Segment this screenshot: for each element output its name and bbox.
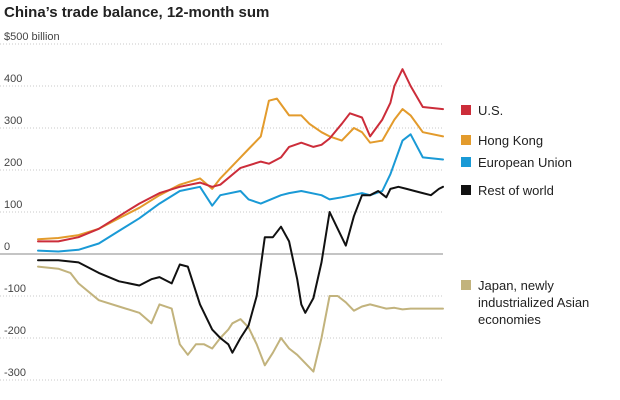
legend-swatch xyxy=(461,105,471,115)
legend-label-line: industrialized Asian xyxy=(478,295,589,310)
legend-label: U.S. xyxy=(478,103,503,118)
legend-label-line: economies xyxy=(478,312,541,327)
legend-label-line: Japan, newly xyxy=(478,278,554,293)
legend-swatch xyxy=(461,280,471,290)
legend: U.S. Hong Kong European Union Rest of world… xyxy=(461,103,589,327)
y-tick-label: 400 xyxy=(4,73,22,85)
series-line-u-s xyxy=(37,68,444,243)
series-line-rest-of-world xyxy=(37,185,444,354)
y-tick-label: -100 xyxy=(4,283,26,295)
chart-title: China’s trade balance, 12-month sum xyxy=(4,4,269,21)
y-tick-label: -300 xyxy=(4,367,26,379)
series-line-european-union xyxy=(37,133,444,253)
legend-label: Rest of world xyxy=(478,183,554,198)
y-tick-label: $500 billion xyxy=(4,31,60,43)
y-axis-ticks: $500 billion 400 300 200 100 0 -100 -200 -300 xyxy=(4,31,60,379)
series-lines xyxy=(37,68,444,373)
y-tick-label: -200 xyxy=(4,325,26,337)
legend-swatch xyxy=(461,157,471,167)
legend-swatch xyxy=(461,185,471,195)
series-line-japan-newly-industrialized-asian-economies xyxy=(37,265,444,373)
legend-label: Hong Kong xyxy=(478,133,543,148)
legend-swatch xyxy=(461,135,471,145)
y-tick-label: 200 xyxy=(4,157,22,169)
gridlines xyxy=(0,43,443,381)
y-tick-label: 0 xyxy=(4,241,10,253)
series-line-hong-kong xyxy=(37,97,444,241)
y-tick-label: 300 xyxy=(4,115,22,127)
y-tick-label: 100 xyxy=(4,199,22,211)
legend-label: European Union xyxy=(478,155,572,170)
legend-label: Japan, newly industrialized Asian economie… xyxy=(478,278,589,327)
